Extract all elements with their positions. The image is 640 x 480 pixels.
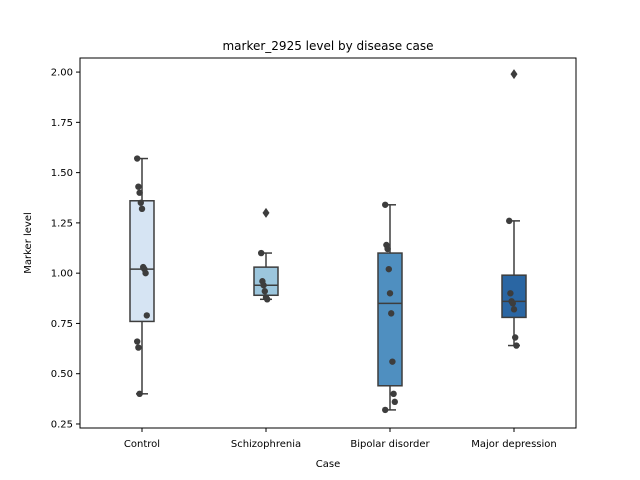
x-axis: Control Schizophrenia Bipolar disorder Majo…	[124, 428, 557, 450]
data-point	[382, 406, 389, 414]
data-point	[510, 306, 518, 313]
data-point	[509, 300, 516, 307]
data-point	[391, 398, 398, 406]
chart-title: marker_2925 level by disease case	[222, 39, 433, 53]
data-point	[386, 290, 394, 297]
outlier-marker	[262, 207, 270, 218]
data-point	[138, 205, 146, 213]
y-axis: 0.25 0.50 0.75 1.00 1.25 1.50 1.75 2.00	[51, 68, 80, 430]
x-tick-label: Bipolar disorder	[350, 439, 430, 450]
outlier-marker	[510, 69, 518, 80]
data-point	[385, 265, 392, 273]
x-tick-label: Control	[124, 439, 160, 450]
y-tick-label: 1.00	[51, 269, 73, 280]
x-tick-label: Major depression	[471, 439, 557, 450]
y-tick-label: 1.75	[51, 118, 73, 129]
data-point	[389, 358, 396, 365]
data-point	[136, 189, 143, 196]
data-point	[507, 290, 514, 297]
data-point	[137, 199, 144, 206]
y-tick-label: 0.75	[51, 319, 73, 330]
data-point	[134, 155, 141, 162]
data-point	[506, 217, 513, 225]
data-point	[264, 296, 271, 303]
data-point	[134, 338, 141, 345]
data-point	[390, 390, 397, 398]
data-point	[143, 312, 150, 319]
data-point	[136, 390, 143, 398]
y-tick-label: 1.25	[51, 218, 73, 229]
data-point	[388, 310, 395, 317]
data-point	[382, 201, 389, 208]
data-point	[135, 344, 142, 351]
plot-area	[129, 69, 527, 414]
data-point	[512, 334, 519, 341]
data-point	[135, 183, 142, 190]
box-iqr	[129, 200, 155, 323]
data-point	[513, 342, 520, 349]
box-iqr	[377, 252, 403, 387]
data-point	[261, 288, 268, 295]
y-tick-label: 0.50	[51, 369, 73, 380]
x-axis-label: Case	[316, 459, 340, 470]
y-tick-label: 1.50	[51, 168, 73, 179]
y-tick-label: 0.25	[51, 419, 73, 430]
x-tick-label: Schizophrenia	[231, 439, 301, 450]
data-point	[260, 282, 267, 289]
y-axis-label: Marker level	[23, 212, 34, 274]
data-point	[142, 269, 149, 277]
plot-frame	[79, 57, 577, 429]
data-point	[384, 245, 391, 253]
y-tick-label: 2.00	[51, 68, 73, 79]
box-group	[129, 157, 155, 395]
data-point	[258, 249, 265, 257]
